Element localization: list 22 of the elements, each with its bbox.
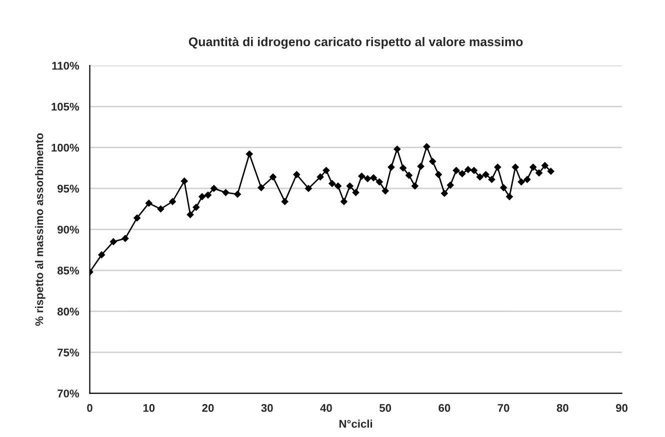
chart-title: Quantità di idrogeno caricato rispetto al valore massimo <box>188 36 523 49</box>
y-tick-label: 80% <box>57 308 80 316</box>
x-tick-label: 60 <box>438 404 450 412</box>
y-axis-title: % rispetto al massimo assorbimento <box>35 133 46 326</box>
y-tick-label: 90% <box>58 226 80 234</box>
x-tick-label: 80 <box>556 404 568 412</box>
y-tick-label: 95% <box>58 184 80 193</box>
x-tick-label: 20 <box>202 404 214 412</box>
y-tick-label: 110% <box>52 62 80 70</box>
x-tick-label: 40 <box>320 404 332 412</box>
x-axis-title: N°cicli <box>339 420 372 428</box>
x-tick-label: 30 <box>261 404 273 412</box>
y-tick-label: 70% <box>58 390 80 398</box>
y-tick-label: 75% <box>58 348 80 356</box>
x-tick-label: 10 <box>143 404 155 412</box>
y-tick-label: 105% <box>52 102 80 111</box>
y-tick-label: 85% <box>57 266 80 275</box>
y-tick-label: 100% <box>52 144 80 152</box>
x-tick-label: 50 <box>379 404 392 412</box>
x-tick-label: 90 <box>616 404 628 412</box>
x-tick-label: 70 <box>498 404 510 412</box>
x-tick-label: 0 <box>87 404 92 412</box>
